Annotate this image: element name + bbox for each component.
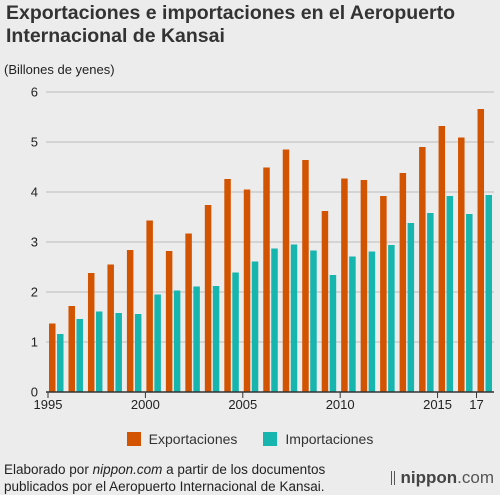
bar-imports	[290, 244, 298, 392]
bar-imports	[115, 313, 122, 392]
chart-title: Exportaciones e importaciones en el Aero…	[6, 2, 486, 48]
x-tick-label: 17	[469, 397, 483, 412]
bar-exports	[477, 109, 485, 392]
bar-exports	[243, 189, 251, 392]
source-note: Elaborado por nippon.com a partir de los…	[4, 461, 364, 495]
legend-swatch-imports	[263, 432, 278, 446]
bar-exports	[185, 233, 192, 392]
bar-imports	[407, 223, 415, 392]
legend-label-exports: Exportaciones	[148, 431, 238, 447]
brand-name: nippon	[400, 468, 458, 487]
y-tick-label: 3	[31, 235, 38, 250]
bar-imports	[134, 314, 142, 392]
bar-exports	[360, 180, 368, 392]
bar-imports	[446, 196, 454, 392]
bar-chart: 0 1 2 3 4 5 6 1995 2000 2005 2010 2015 17	[31, 85, 494, 412]
bar-imports	[271, 248, 278, 392]
bar-exports	[419, 147, 426, 392]
chart-title-line-1: Exportaciones e importaciones en el Aero…	[6, 2, 455, 24]
bar-exports	[49, 323, 56, 392]
y-tick-label: 2	[31, 285, 38, 300]
bar-exports	[87, 273, 95, 392]
y-tick-label: 6	[31, 85, 38, 100]
bar-exports	[302, 160, 309, 392]
bar-imports	[173, 290, 181, 392]
bar-imports	[95, 311, 103, 392]
bar-imports	[154, 294, 161, 392]
source-prefix: Elaborado por	[4, 462, 93, 477]
bar-exports	[438, 126, 446, 392]
x-tick-label: 2000	[131, 397, 160, 412]
y-tick-label: 5	[31, 135, 38, 150]
source-suffix: a partir de los documentos publicados po…	[4, 462, 326, 494]
bar-exports	[341, 178, 348, 392]
bar-exports	[263, 167, 270, 392]
bar-imports	[485, 195, 493, 392]
bar-exports	[399, 173, 407, 392]
bar-imports	[232, 272, 239, 392]
bar-exports	[107, 264, 114, 392]
bar-imports	[388, 245, 395, 392]
x-tick-label: 1995	[34, 397, 63, 412]
x-tick-label: 2005	[228, 397, 257, 412]
nippon-logo-mark-icon	[390, 471, 395, 485]
bar-exports	[458, 137, 465, 392]
bar-imports	[310, 250, 317, 392]
y-axis-unit-label: (Billones de yenes)	[4, 62, 115, 77]
y-tick-label: 4	[31, 185, 38, 200]
legend-label-imports: Importaciones	[285, 431, 374, 447]
bar-imports	[193, 286, 200, 392]
bar-exports	[380, 196, 387, 392]
bar-exports	[204, 205, 212, 392]
chart-title-line-2: Internacional de Kansai	[6, 25, 225, 47]
bar-imports	[251, 261, 259, 392]
bar-exports	[321, 211, 329, 392]
legend-swatch-exports	[126, 432, 141, 446]
bar-imports	[212, 286, 220, 392]
bar-imports	[349, 256, 356, 392]
x-tick-label: 2010	[326, 397, 355, 412]
bar-imports	[466, 214, 473, 392]
bar-exports	[146, 220, 153, 392]
bar-exports	[126, 250, 134, 392]
chart-legend: Exportaciones Importaciones	[0, 431, 500, 447]
legend-item-imports: Importaciones	[263, 431, 373, 447]
bar-imports	[76, 319, 83, 392]
bar-exports	[68, 306, 75, 392]
brand-tld: .com	[457, 468, 494, 487]
bar-imports	[57, 334, 64, 392]
bar-imports	[368, 251, 376, 392]
bar-imports	[427, 213, 434, 392]
y-tick-label: 1	[31, 335, 38, 350]
bar-exports	[224, 179, 231, 392]
legend-item-exports: Exportaciones	[126, 431, 238, 447]
bar-imports	[329, 275, 337, 392]
nippon-logo: nippon .com	[390, 468, 494, 488]
bar-exports	[282, 149, 290, 392]
x-tick-label: 2015	[423, 397, 452, 412]
y-tick-label: 0	[31, 385, 38, 400]
source-site: nippon.com	[92, 462, 163, 477]
bar-exports	[165, 251, 173, 392]
